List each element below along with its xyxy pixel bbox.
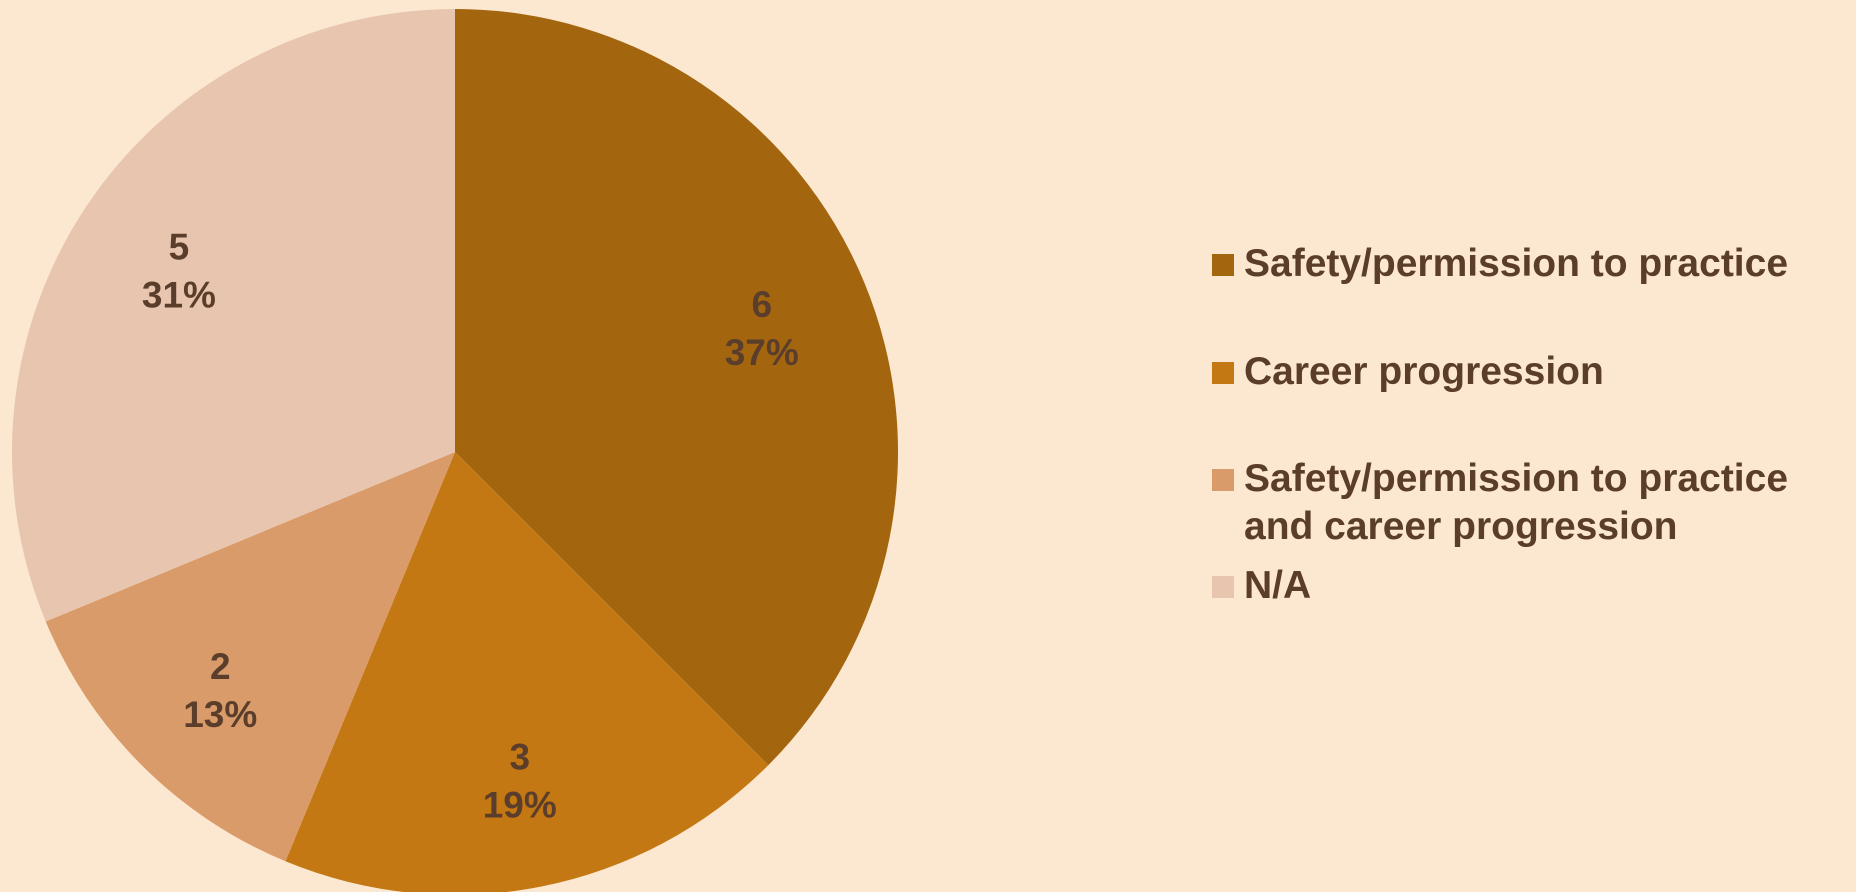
legend-label-career: Career progression	[1244, 350, 1604, 393]
pie-slice-career	[285, 452, 769, 892]
slice-value-label-career: 3	[509, 737, 530, 778]
slice-value-label-na: 5	[169, 227, 190, 268]
slice-percent-label-safety: 37%	[725, 332, 799, 373]
slice-percent-label-career: 19%	[483, 785, 557, 826]
legend-item-safety-and-career: Safety/permission to practice and career…	[1212, 455, 1844, 551]
legend-label-na: N/A	[1244, 564, 1312, 607]
slice-value-label-safety-and-career: 2	[210, 646, 231, 687]
pie-slice-safety-and-career	[45, 452, 455, 862]
legend-label-safety-and-career: Safety/permission to practice and career…	[1244, 457, 1789, 548]
pie-slice-safety	[455, 9, 899, 766]
legend-swatch-na	[1212, 576, 1234, 598]
legend-item-career: Career progression	[1212, 348, 1844, 396]
legend-label-safety: Safety/permission to practice	[1244, 242, 1789, 285]
legend-item-safety: Safety/permission to practice	[1212, 240, 1844, 288]
legend-swatch-safety	[1212, 254, 1234, 276]
slice-percent-label-na: 31%	[142, 275, 216, 316]
slice-value-label-safety: 6	[751, 284, 772, 325]
pie-slice-na	[11, 9, 456, 622]
slice-percent-label-safety-and-career: 13%	[183, 694, 257, 735]
legend-swatch-career	[1212, 362, 1234, 384]
legend-item-na: N/A	[1212, 562, 1844, 610]
legend-swatch-safety-and-career	[1212, 469, 1234, 491]
